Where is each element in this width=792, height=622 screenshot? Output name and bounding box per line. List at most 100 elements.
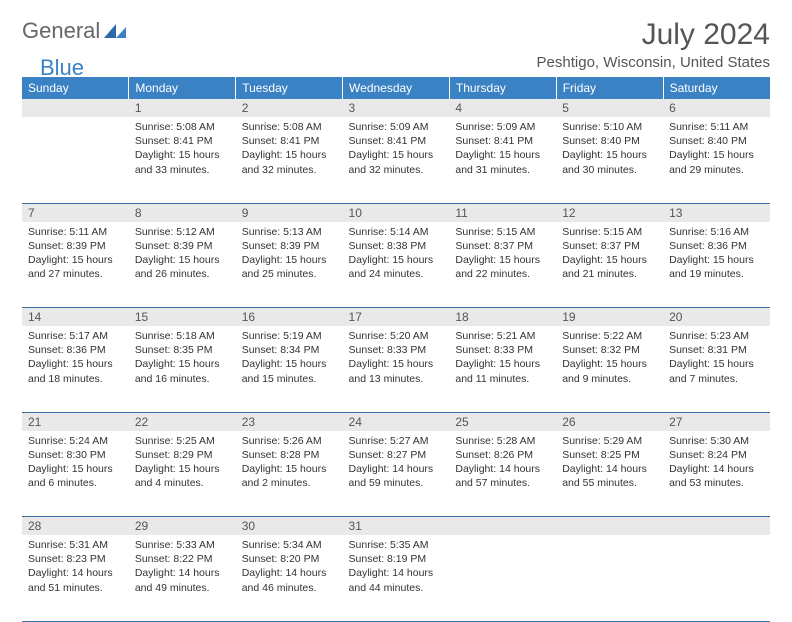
day-header-row: Sunday Monday Tuesday Wednesday Thursday… — [22, 77, 770, 99]
day-cell: Sunrise: 5:11 AMSunset: 8:40 PMDaylight:… — [663, 117, 770, 203]
sunrise-text: Sunrise: 5:35 AM — [349, 538, 444, 552]
calendar-table: Sunday Monday Tuesday Wednesday Thursday… — [22, 77, 770, 622]
sunrise-text: Sunrise: 5:21 AM — [455, 329, 550, 343]
logo-word-1: General — [22, 18, 100, 44]
sunset-text: Sunset: 8:30 PM — [28, 448, 123, 462]
sunset-text: Sunset: 8:39 PM — [28, 239, 123, 253]
sunset-text: Sunset: 8:37 PM — [562, 239, 657, 253]
day-cell: Sunrise: 5:12 AMSunset: 8:39 PMDaylight:… — [129, 222, 236, 308]
day-number: 16 — [236, 308, 343, 327]
day-cell: Sunrise: 5:21 AMSunset: 8:33 PMDaylight:… — [449, 326, 556, 412]
day-number: 12 — [556, 203, 663, 222]
day-cell: Sunrise: 5:31 AMSunset: 8:23 PMDaylight:… — [22, 535, 129, 621]
sunrise-text: Sunrise: 5:30 AM — [669, 434, 764, 448]
sunrise-text: Sunrise: 5:16 AM — [669, 225, 764, 239]
daylight-text: Daylight: 15 hours and 22 minutes. — [455, 253, 550, 281]
day-header: Thursday — [449, 77, 556, 99]
day-cell: Sunrise: 5:15 AMSunset: 8:37 PMDaylight:… — [556, 222, 663, 308]
sunset-text: Sunset: 8:24 PM — [669, 448, 764, 462]
daylight-text: Daylight: 14 hours and 44 minutes. — [349, 566, 444, 594]
day-number: 8 — [129, 203, 236, 222]
daylight-text: Daylight: 14 hours and 53 minutes. — [669, 462, 764, 490]
day-number — [663, 517, 770, 536]
day-number-row: 14151617181920 — [22, 308, 770, 327]
day-cell: Sunrise: 5:28 AMSunset: 8:26 PMDaylight:… — [449, 431, 556, 517]
daylight-text: Daylight: 15 hours and 27 minutes. — [28, 253, 123, 281]
day-number: 11 — [449, 203, 556, 222]
sunrise-text: Sunrise: 5:22 AM — [562, 329, 657, 343]
day-number — [556, 517, 663, 536]
daylight-text: Daylight: 15 hours and 26 minutes. — [135, 253, 230, 281]
daylight-text: Daylight: 15 hours and 13 minutes. — [349, 357, 444, 385]
sunset-text: Sunset: 8:39 PM — [242, 239, 337, 253]
day-number: 7 — [22, 203, 129, 222]
day-cell: Sunrise: 5:18 AMSunset: 8:35 PMDaylight:… — [129, 326, 236, 412]
sunset-text: Sunset: 8:31 PM — [669, 343, 764, 357]
daylight-text: Daylight: 14 hours and 49 minutes. — [135, 566, 230, 594]
sunrise-text: Sunrise: 5:08 AM — [242, 120, 337, 134]
sunrise-text: Sunrise: 5:14 AM — [349, 225, 444, 239]
day-header: Wednesday — [343, 77, 450, 99]
day-number: 30 — [236, 517, 343, 536]
day-number: 23 — [236, 412, 343, 431]
sunset-text: Sunset: 8:41 PM — [349, 134, 444, 148]
day-cell — [556, 535, 663, 621]
day-number: 4 — [449, 99, 556, 117]
day-cell: Sunrise: 5:35 AMSunset: 8:19 PMDaylight:… — [343, 535, 450, 621]
day-header: Saturday — [663, 77, 770, 99]
daylight-text: Daylight: 15 hours and 29 minutes. — [669, 148, 764, 176]
sunset-text: Sunset: 8:29 PM — [135, 448, 230, 462]
sunset-text: Sunset: 8:33 PM — [455, 343, 550, 357]
sunrise-text: Sunrise: 5:29 AM — [562, 434, 657, 448]
sunrise-text: Sunrise: 5:12 AM — [135, 225, 230, 239]
sunset-text: Sunset: 8:40 PM — [562, 134, 657, 148]
logo-mark-icon — [104, 20, 128, 43]
daylight-text: Daylight: 15 hours and 24 minutes. — [349, 253, 444, 281]
sunrise-text: Sunrise: 5:08 AM — [135, 120, 230, 134]
day-number-row: 78910111213 — [22, 203, 770, 222]
sunrise-text: Sunrise: 5:20 AM — [349, 329, 444, 343]
sunset-text: Sunset: 8:35 PM — [135, 343, 230, 357]
sunrise-text: Sunrise: 5:11 AM — [28, 225, 123, 239]
daylight-text: Daylight: 15 hours and 11 minutes. — [455, 357, 550, 385]
sunset-text: Sunset: 8:22 PM — [135, 552, 230, 566]
sunrise-text: Sunrise: 5:15 AM — [562, 225, 657, 239]
day-cell: Sunrise: 5:25 AMSunset: 8:29 PMDaylight:… — [129, 431, 236, 517]
day-number — [449, 517, 556, 536]
day-number-row: 28293031 — [22, 517, 770, 536]
sunset-text: Sunset: 8:36 PM — [28, 343, 123, 357]
day-number — [22, 99, 129, 117]
day-content-row: Sunrise: 5:11 AMSunset: 8:39 PMDaylight:… — [22, 222, 770, 308]
day-cell: Sunrise: 5:14 AMSunset: 8:38 PMDaylight:… — [343, 222, 450, 308]
daylight-text: Daylight: 15 hours and 21 minutes. — [562, 253, 657, 281]
sunset-text: Sunset: 8:40 PM — [669, 134, 764, 148]
daylight-text: Daylight: 15 hours and 32 minutes. — [349, 148, 444, 176]
sunrise-text: Sunrise: 5:15 AM — [455, 225, 550, 239]
day-number: 1 — [129, 99, 236, 117]
sunset-text: Sunset: 8:20 PM — [242, 552, 337, 566]
day-number: 14 — [22, 308, 129, 327]
day-number: 10 — [343, 203, 450, 222]
day-number: 17 — [343, 308, 450, 327]
day-number: 29 — [129, 517, 236, 536]
day-cell: Sunrise: 5:20 AMSunset: 8:33 PMDaylight:… — [343, 326, 450, 412]
day-cell: Sunrise: 5:10 AMSunset: 8:40 PMDaylight:… — [556, 117, 663, 203]
sunrise-text: Sunrise: 5:09 AM — [349, 120, 444, 134]
sunrise-text: Sunrise: 5:13 AM — [242, 225, 337, 239]
day-cell: Sunrise: 5:27 AMSunset: 8:27 PMDaylight:… — [343, 431, 450, 517]
day-cell: Sunrise: 5:19 AMSunset: 8:34 PMDaylight:… — [236, 326, 343, 412]
daylight-text: Daylight: 14 hours and 46 minutes. — [242, 566, 337, 594]
daylight-text: Daylight: 15 hours and 9 minutes. — [562, 357, 657, 385]
sunrise-text: Sunrise: 5:09 AM — [455, 120, 550, 134]
sunset-text: Sunset: 8:33 PM — [349, 343, 444, 357]
day-cell: Sunrise: 5:24 AMSunset: 8:30 PMDaylight:… — [22, 431, 129, 517]
sunset-text: Sunset: 8:38 PM — [349, 239, 444, 253]
day-number: 20 — [663, 308, 770, 327]
daylight-text: Daylight: 15 hours and 4 minutes. — [135, 462, 230, 490]
day-header: Friday — [556, 77, 663, 99]
day-number: 18 — [449, 308, 556, 327]
day-number: 26 — [556, 412, 663, 431]
sunrise-text: Sunrise: 5:34 AM — [242, 538, 337, 552]
daylight-text: Daylight: 14 hours and 55 minutes. — [562, 462, 657, 490]
daylight-text: Daylight: 15 hours and 6 minutes. — [28, 462, 123, 490]
